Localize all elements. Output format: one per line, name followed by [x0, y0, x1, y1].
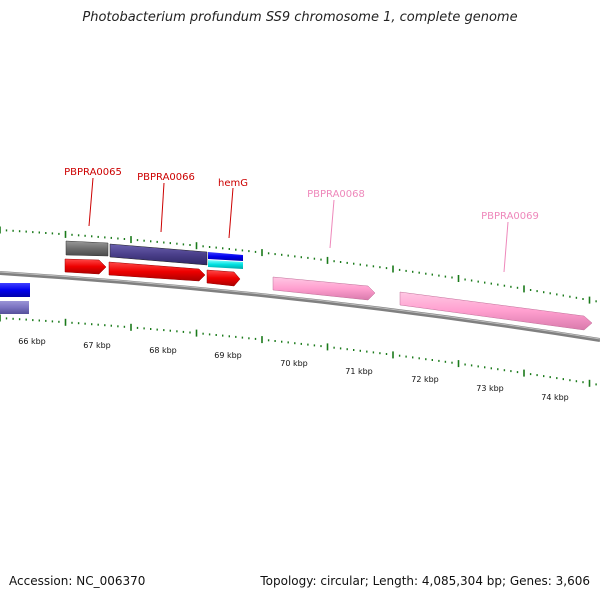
- page-title: Photobacterium profundum SS9 chromosome …: [82, 10, 518, 25]
- gene-pbpra0066-cds[interactable]: [108, 261, 206, 282]
- ruler-label-67: 67 kbp: [83, 341, 111, 350]
- ruler-labels: 66 kbp 67 kbp 68 kbp 69 kbp 70 kbp 71 kb…: [18, 337, 569, 402]
- gene-pbpra0068-cds[interactable]: [272, 276, 376, 301]
- gene-pbpra0069-cds[interactable]: [399, 291, 593, 331]
- ruler-label-72: 72 kbp: [411, 375, 439, 384]
- leader-pbpra0065: [88, 177, 94, 227]
- feature-pbpra0065-gray[interactable]: [65, 240, 109, 257]
- feature-hemg-blue[interactable]: [208, 252, 243, 261]
- gene-label-pbpra0065[interactable]: PBPRA0065: [64, 167, 122, 178]
- leader-hemg: [228, 187, 234, 239]
- gene-label-pbpra0068[interactable]: PBPRA0068: [307, 189, 365, 200]
- gene-partial-lavender[interactable]: [0, 301, 29, 314]
- gene-hemg-cds[interactable]: [206, 269, 241, 287]
- feature-pbpra0066-navy[interactable]: [109, 243, 208, 266]
- upper-tick-row: [0, 226, 597, 304]
- ruler-label-68: 68 kbp: [149, 346, 177, 355]
- gene-label-pbpra0066[interactable]: PBPRA0066: [137, 172, 195, 183]
- gene-label-hemg[interactable]: hemG: [218, 178, 248, 189]
- feature-hemg-cyan[interactable]: [208, 260, 243, 269]
- gene-partial-blue[interactable]: [0, 283, 30, 297]
- gene-label-pbpra0069[interactable]: PBPRA0069: [481, 211, 539, 222]
- accession-text: Accession: NC_006370: [9, 574, 146, 588]
- ruler-label-69: 69 kbp: [214, 351, 242, 360]
- leader-pbpra0066: [160, 182, 165, 233]
- ruler-label-70: 70 kbp: [280, 359, 308, 368]
- ruler-label-71: 71 kbp: [345, 367, 373, 376]
- chromosome-backbone-highlight: [0, 271, 600, 340]
- gene-pbpra0065-cds[interactable]: [64, 258, 107, 275]
- ruler-label-73: 73 kbp: [476, 384, 504, 393]
- topology-text: Topology: circular; Length: 4,085,304 bp…: [260, 574, 590, 588]
- ruler-tick-row: [0, 314, 597, 387]
- chromosome-backbone: [0, 271, 600, 342]
- leader-pbpra0068: [329, 199, 335, 249]
- ruler-label-66: 66 kbp: [18, 337, 46, 346]
- leader-pbpra0069: [503, 221, 509, 273]
- ruler-label-74: 74 kbp: [541, 393, 569, 402]
